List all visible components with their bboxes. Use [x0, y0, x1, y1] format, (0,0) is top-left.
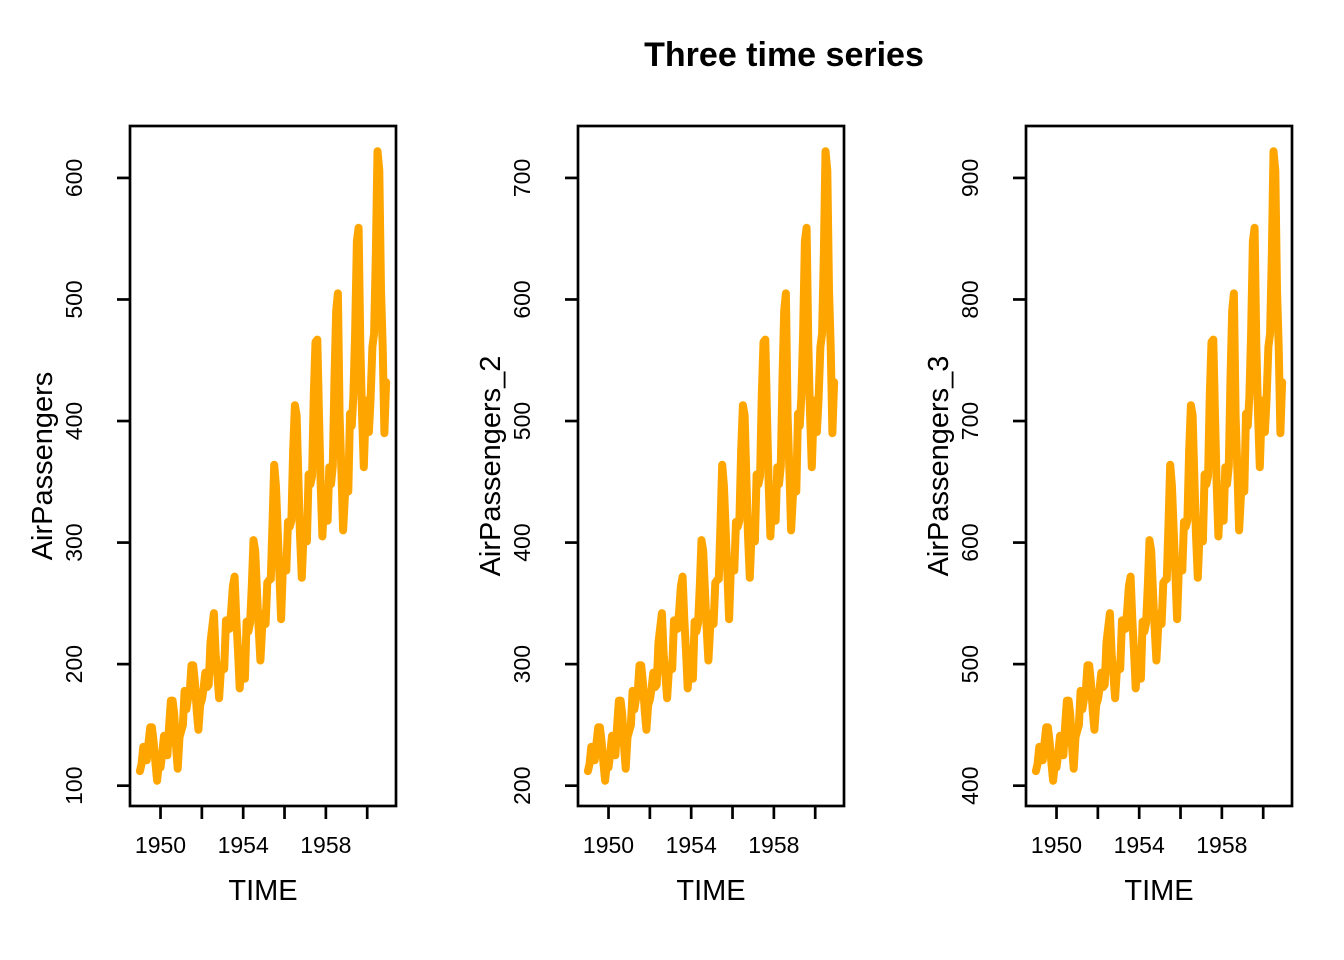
series-line [583, 147, 839, 785]
y-tick-label: 200 [61, 645, 87, 683]
panel-airpassengers-3: 1950 1954 1958 400 500 600 700 800 900 TIME AirPas… [923, 124, 1294, 907]
y-tick-label: 700 [957, 402, 983, 440]
y-tick-label: 600 [61, 159, 87, 197]
chart-title: Three time series [644, 36, 924, 74]
y-tick-label: 300 [509, 645, 535, 683]
x-axis-title: TIME [228, 875, 297, 907]
panel-airpassengers: 1950 1954 1958 100 200 300 400 500 600 TIME AirPas… [27, 124, 398, 907]
plot-box [576, 124, 846, 808]
x-axis-title: TIME [676, 875, 745, 907]
plot-box [128, 124, 398, 808]
x-tick-label: 1958 [1196, 832, 1247, 858]
x-tick-label: 1950 [583, 832, 634, 858]
y-tick-label: 500 [509, 402, 535, 440]
y-tick-label: 400 [61, 402, 87, 440]
y-axis-title: AirPassengers [27, 372, 59, 561]
y-axis-title: AirPassengers_3 [923, 356, 955, 577]
y-tick-label: 900 [957, 159, 983, 197]
x-tick-label: 1950 [135, 832, 186, 858]
panel-airpassengers-2: 1950 1954 1958 200 300 400 500 600 700 TIME AirPas… [475, 124, 846, 907]
y-tick-label: 800 [957, 280, 983, 318]
y-tick-label: 500 [61, 280, 87, 318]
x-tick-label: 1954 [666, 832, 717, 858]
y-tick-label: 400 [509, 523, 535, 561]
y-tick-label: 300 [61, 523, 87, 561]
series-line [135, 147, 391, 785]
x-tick-label: 1950 [1031, 832, 1082, 858]
x-tick-label: 1958 [300, 832, 351, 858]
y-tick-label: 700 [509, 159, 535, 197]
x-tick-label: 1954 [218, 832, 269, 858]
y-tick-label: 500 [957, 645, 983, 683]
y-tick-label: 600 [509, 280, 535, 318]
y-tick-label: 400 [957, 766, 983, 804]
y-tick-label: 200 [509, 766, 535, 804]
plot-box [1024, 124, 1294, 808]
y-tick-label: 600 [957, 523, 983, 561]
y-axis-title: AirPassengers_2 [475, 356, 507, 577]
x-axis-title: TIME [1124, 875, 1193, 907]
y-tick-label: 100 [61, 766, 87, 804]
x-tick-label: 1958 [748, 832, 799, 858]
x-tick-label: 1954 [1114, 832, 1165, 858]
series-line [1031, 147, 1287, 785]
